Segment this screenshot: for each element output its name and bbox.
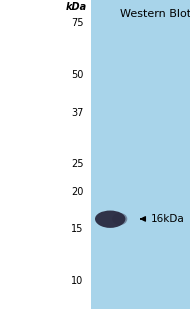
Ellipse shape bbox=[95, 210, 125, 228]
Text: kDa: kDa bbox=[66, 2, 87, 12]
Text: 10: 10 bbox=[71, 276, 84, 286]
Text: 50: 50 bbox=[71, 70, 84, 80]
Text: 15: 15 bbox=[71, 224, 84, 234]
Text: 25: 25 bbox=[71, 159, 84, 168]
Text: 75: 75 bbox=[71, 18, 84, 28]
Text: 37: 37 bbox=[71, 108, 84, 118]
Bar bbox=[91, 0, 190, 309]
Text: 16kDa: 16kDa bbox=[151, 214, 185, 224]
Text: 20: 20 bbox=[71, 187, 84, 197]
Ellipse shape bbox=[112, 213, 127, 225]
Text: Western Blot: Western Blot bbox=[120, 9, 190, 19]
